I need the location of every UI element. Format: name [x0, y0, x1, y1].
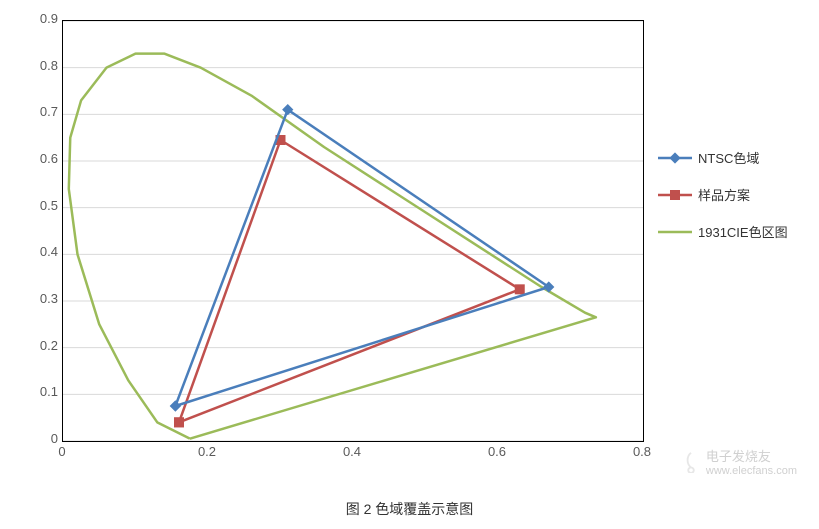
y-tick-label: 0.6 — [28, 151, 58, 166]
series-1 — [174, 135, 525, 427]
legend-item: 1931CIE色区图 — [658, 222, 788, 241]
series-2 — [69, 54, 596, 439]
watermark-text: 电子发烧友 — [706, 446, 797, 465]
plot-area — [62, 20, 644, 442]
x-tick-label: 0 — [47, 444, 77, 459]
legend-swatch — [658, 225, 692, 239]
legend-item: NTSC色域 — [658, 148, 788, 167]
x-tick-label: 0.6 — [482, 444, 512, 459]
legend-label: NTSC色域 — [698, 148, 759, 167]
y-tick-label: 0.5 — [28, 198, 58, 213]
y-tick-label: 0.9 — [28, 11, 58, 26]
y-tick-label: 0.7 — [28, 104, 58, 119]
figure-caption: 图 2 色域覆盖示意图 — [10, 499, 809, 519]
plot-svg — [63, 21, 643, 441]
y-tick-label: 0.4 — [28, 244, 58, 259]
legend-label: 样品方案 — [698, 185, 750, 204]
legend-swatch — [658, 188, 692, 202]
y-tick-label: 0.3 — [28, 291, 58, 306]
chart-container: NTSC色域样品方案 1931CIE色区图 电子发烧友 www.elecfans.… — [10, 10, 809, 495]
y-tick-label: 0.8 — [28, 58, 58, 73]
legend-swatch — [658, 151, 692, 165]
legend-label: 1931CIE色区图 — [698, 222, 788, 241]
x-tick-label: 0.2 — [192, 444, 222, 459]
y-tick-label: 0.1 — [28, 384, 58, 399]
legend: NTSC色域样品方案 1931CIE色区图 — [658, 148, 788, 259]
x-tick-label: 0.4 — [337, 444, 367, 459]
watermark-url: www.elecfans.com — [706, 465, 797, 477]
x-tick-label: 0.8 — [627, 444, 657, 459]
legend-item: 样品方案 — [658, 185, 788, 204]
watermark: 电子发烧友 www.elecfans.com — [680, 446, 797, 477]
y-tick-label: 0.2 — [28, 338, 58, 353]
logo-icon — [680, 451, 702, 473]
